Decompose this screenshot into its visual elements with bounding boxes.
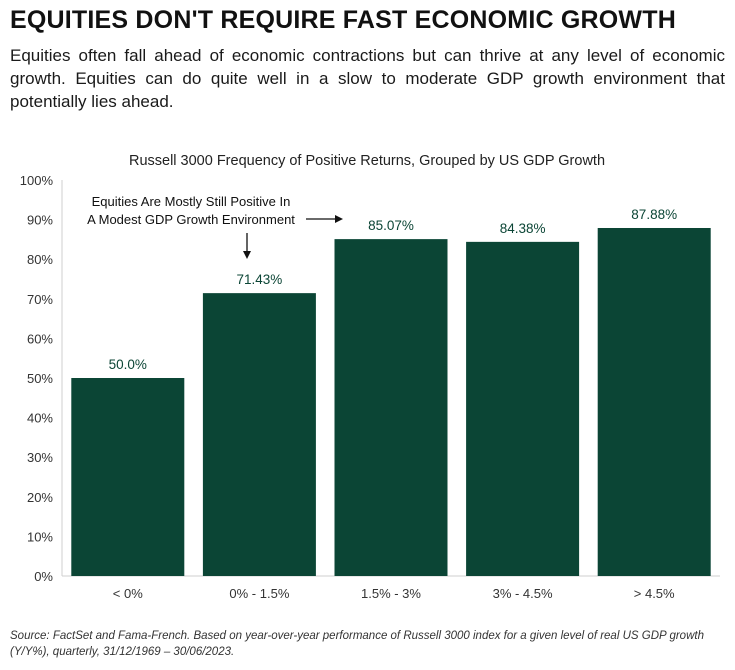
y-tick-label: 0% (34, 569, 53, 584)
y-tick-label: 40% (27, 411, 53, 426)
data-label: 85.07% (368, 218, 414, 233)
chart-title: Russell 3000 Frequency of Positive Retur… (129, 153, 605, 169)
data-label: 50.0% (109, 357, 147, 372)
bar-chart: Russell 3000 Frequency of Positive Retur… (20, 153, 720, 601)
annotation-text: Equities Are Mostly Still Positive In (92, 194, 291, 209)
y-tick-label: 10% (27, 529, 53, 544)
y-tick-label: 60% (27, 331, 53, 346)
x-tick-label: 3% - 4.5% (493, 586, 553, 601)
y-tick-label: 50% (27, 371, 53, 386)
data-label: 87.88% (631, 207, 677, 222)
bar (202, 293, 316, 576)
chart-bars (71, 227, 711, 576)
data-label: 71.43% (237, 272, 283, 287)
chart-data-labels: 50.0% 71.43% 85.07% 84.38% 87.88% (109, 207, 677, 372)
bar (466, 241, 580, 576)
bar (597, 227, 711, 576)
x-tick-label: < 0% (113, 586, 143, 601)
chart-axes: 0% 10% 20% 30% 40% 50% 60% 70% 80% 90% 100% < 0% 0% … (20, 173, 720, 601)
x-tick-label: > 4.5% (634, 586, 675, 601)
y-tick-label: 90% (27, 213, 53, 228)
x-tick-label: 1.5% - 3% (361, 586, 421, 601)
chart-annotation: Equities Are Mostly Still Positive In A M… (87, 194, 343, 259)
source-note: Source: FactSet and Fama-French. Based o… (10, 630, 704, 658)
y-tick-label: 30% (27, 450, 53, 465)
y-tick-label: 20% (27, 490, 53, 505)
data-label: 84.38% (500, 221, 546, 236)
bar (334, 239, 448, 576)
y-tick-label: 100% (20, 173, 54, 188)
page-title: EQUITIES DON'T REQUIRE FAST ECONOMIC GRO… (10, 6, 676, 34)
y-tick-label: 80% (27, 252, 53, 267)
annotation-text: A Modest GDP Growth Environment (87, 212, 295, 227)
page-subtitle: Equities often fall ahead of economic co… (10, 46, 725, 111)
bar (71, 378, 185, 576)
y-tick-label: 70% (27, 292, 53, 307)
x-tick-label: 0% - 1.5% (229, 586, 289, 601)
